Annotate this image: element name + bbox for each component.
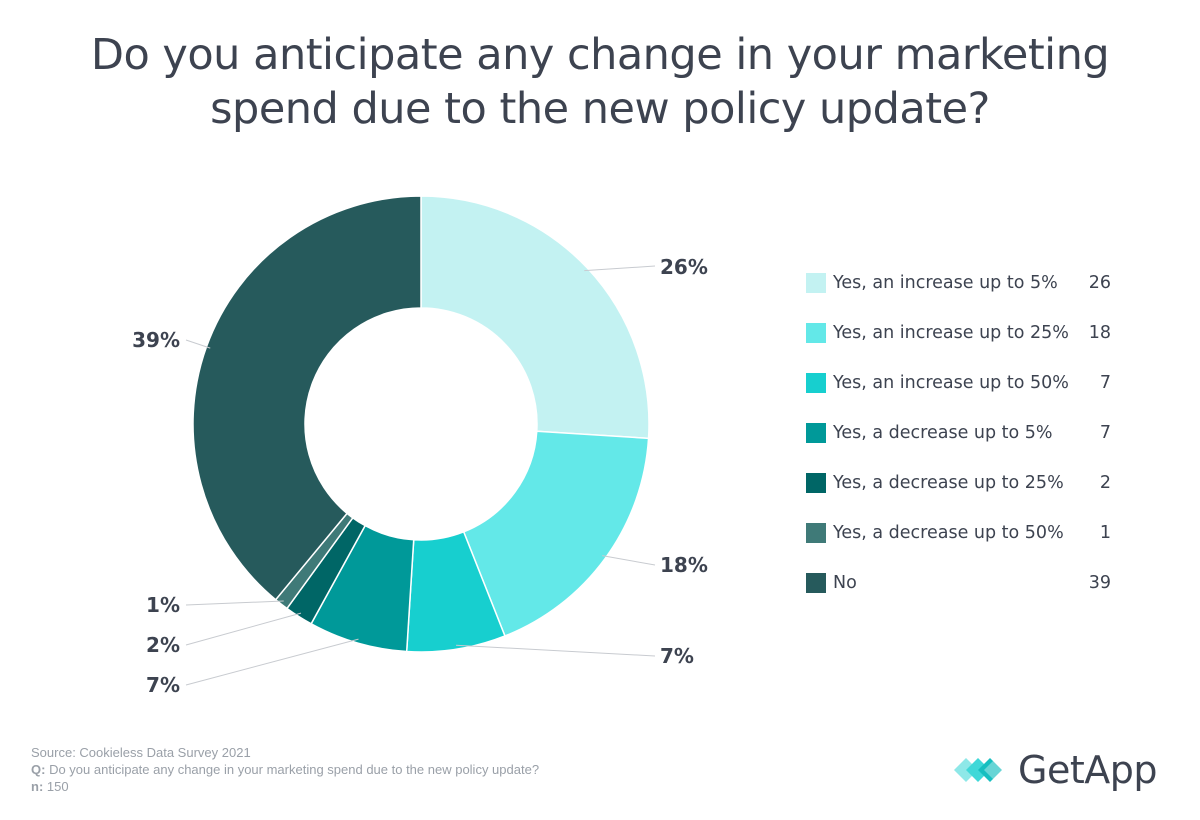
donut-slice — [420, 195, 650, 440]
legend-value: 39 — [1088, 573, 1111, 593]
legend-swatch — [806, 323, 826, 343]
legend-label: Yes, an increase up to 25% — [833, 323, 1069, 343]
legend: Yes, an increase up to 5% 26 Yes, an inc… — [806, 258, 1126, 608]
legend-label: Yes, a decrease up to 25% — [833, 473, 1064, 493]
legend-item: No 39 — [806, 558, 1126, 608]
footer-notes: Source: Cookieless Data Survey 2021 Q: D… — [31, 744, 539, 795]
slice-percent-label: 2% — [146, 633, 180, 657]
legend-swatch — [806, 473, 826, 493]
legend-swatch — [806, 373, 826, 393]
legend-item: Yes, a decrease up to 50% 1 — [806, 508, 1126, 558]
source-note: Source: Cookieless Data Survey 2021 — [31, 745, 251, 760]
question-note: Q: Do you anticipate any change in your … — [31, 761, 539, 778]
getapp-logo: GetApp — [954, 748, 1157, 792]
leader-line — [584, 265, 656, 272]
legend-label: Yes, an increase up to 5% — [833, 273, 1058, 293]
legend-swatch — [806, 573, 826, 593]
donut-slice — [462, 430, 650, 637]
legend-value: 1 — [1099, 523, 1111, 543]
sample-size-value: 150 — [43, 779, 69, 794]
getapp-chevrons-icon — [954, 758, 1004, 782]
slice-percent-label: 7% — [146, 673, 180, 697]
legend-item: Yes, an increase up to 25% 18 — [806, 308, 1126, 358]
legend-item: Yes, an increase up to 50% 7 — [806, 358, 1126, 408]
slice-percent-label: 18% — [660, 553, 708, 577]
legend-label: Yes, a decrease up to 50% — [833, 523, 1064, 543]
legend-swatch — [806, 423, 826, 443]
legend-value: 26 — [1088, 273, 1111, 293]
sample-size-label: n: — [31, 779, 44, 794]
legend-item: Yes, a decrease up to 25% 2 — [806, 458, 1126, 508]
leader-line — [602, 555, 656, 566]
leader-line — [185, 612, 302, 646]
legend-value: 7 — [1099, 423, 1111, 443]
legend-item: Yes, an increase up to 5% 26 — [806, 258, 1126, 308]
chart-title: Do you anticipate any change in your mar… — [0, 28, 1200, 136]
logo-text: GetApp — [1018, 748, 1157, 792]
leader-line — [185, 638, 359, 686]
legend-label: Yes, a decrease up to 5% — [833, 423, 1053, 443]
question-label: Q: — [31, 762, 46, 777]
chart-title-line-1: Do you anticipate any change in your mar… — [90, 30, 1110, 80]
leader-line — [185, 339, 211, 349]
legend-label: Yes, an increase up to 50% — [833, 373, 1069, 393]
donut-slice — [192, 195, 422, 601]
slice-percent-label: 26% — [660, 255, 708, 279]
question-text: Do you anticipate any change in your mar… — [45, 762, 540, 777]
slice-percent-label: 39% — [132, 328, 180, 352]
legend-value: 18 — [1088, 323, 1111, 343]
legend-item: Yes, a decrease up to 5% 7 — [806, 408, 1126, 458]
legend-value: 7 — [1099, 373, 1111, 393]
leader-line — [185, 600, 284, 606]
legend-swatch — [806, 523, 826, 543]
leader-line — [456, 644, 656, 657]
legend-value: 2 — [1099, 473, 1111, 493]
slice-percent-label: 7% — [660, 644, 694, 668]
legend-label: No — [833, 573, 857, 593]
sample-size-note: n: 150 — [31, 778, 539, 795]
slice-percent-label: 1% — [146, 593, 180, 617]
legend-swatch — [806, 273, 826, 293]
chart-title-line-2: spend due to the new policy update? — [210, 84, 990, 134]
